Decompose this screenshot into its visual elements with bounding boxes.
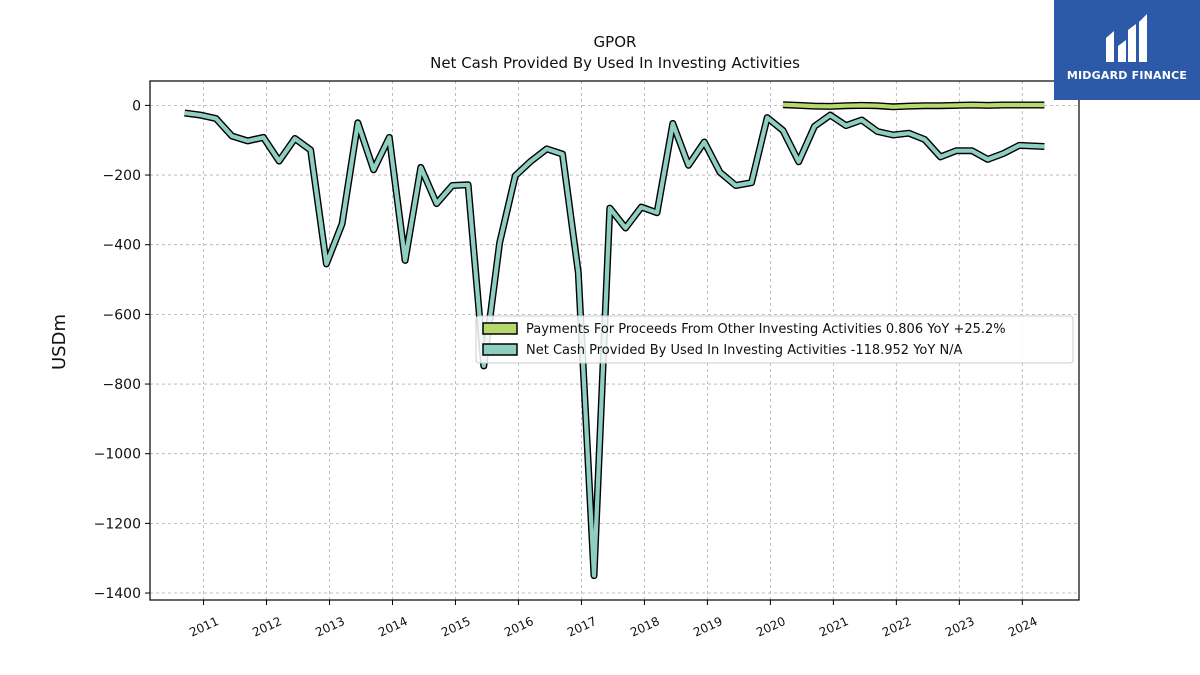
y-tick-label: −800 (103, 377, 141, 393)
y-tick-label: −600 (103, 307, 141, 323)
y-axis-label: USDm (49, 314, 70, 370)
series-lines (184, 101, 1045, 580)
y-tick-label: −1200 (94, 516, 141, 532)
y-tick-label: −1400 (94, 586, 141, 602)
brand-logo: MIDGARD FINANCE (1054, 0, 1200, 100)
legend-label-net-cash: Net Cash Provided By Used In Investing A… (526, 343, 963, 358)
x-tick-label: 2014 (376, 614, 410, 640)
x-tick-label: 2022 (880, 614, 914, 640)
x-tick-label: 2015 (439, 614, 473, 640)
series-line-net-cash (184, 110, 1045, 578)
x-tick-label: 2019 (691, 614, 725, 640)
x-tick-label: 2017 (565, 614, 599, 640)
x-tick-label: 2021 (817, 614, 851, 640)
plot-frame (149, 80, 1080, 601)
legend: Payments For Proceeds From Other Investi… (475, 315, 1074, 364)
x-axis: 2011 2012 2013 2014 2015 2016 2017 2018 2019 2020… (187, 600, 1040, 640)
x-tick-label: 2013 (313, 614, 347, 640)
x-tick-label: 2018 (628, 614, 662, 640)
x-tick-label: 2016 (502, 614, 536, 640)
legend-swatch-net-cash (482, 343, 518, 356)
y-tick-label: −1000 (94, 447, 141, 463)
chart-title: GPOR (594, 33, 637, 51)
y-tick-label: −200 (103, 168, 141, 184)
x-tick-label: 2023 (943, 614, 977, 640)
brand-name: MIDGARD FINANCE (1066, 69, 1188, 82)
chart-subtitle: Net Cash Provided By Used In Investing A… (430, 54, 800, 72)
x-tick-label: 2020 (754, 614, 788, 640)
y-tick-label: 0 (132, 98, 141, 114)
legend-label-payments: Payments For Proceeds From Other Investi… (526, 322, 1006, 337)
x-tick-label: 2011 (187, 614, 221, 640)
series-line-payments (782, 102, 1045, 109)
y-axis: 0 −200 −400 −600 −800 −1000 −1200 −1400 (94, 98, 150, 602)
legend-box (475, 315, 1074, 364)
y-tick-label: −400 (103, 238, 141, 254)
x-tick-label: 2012 (250, 614, 284, 640)
midgard-logo-icon (1106, 14, 1147, 62)
x-tick-label: 2024 (1006, 614, 1040, 640)
legend-swatch-payments (482, 322, 518, 335)
